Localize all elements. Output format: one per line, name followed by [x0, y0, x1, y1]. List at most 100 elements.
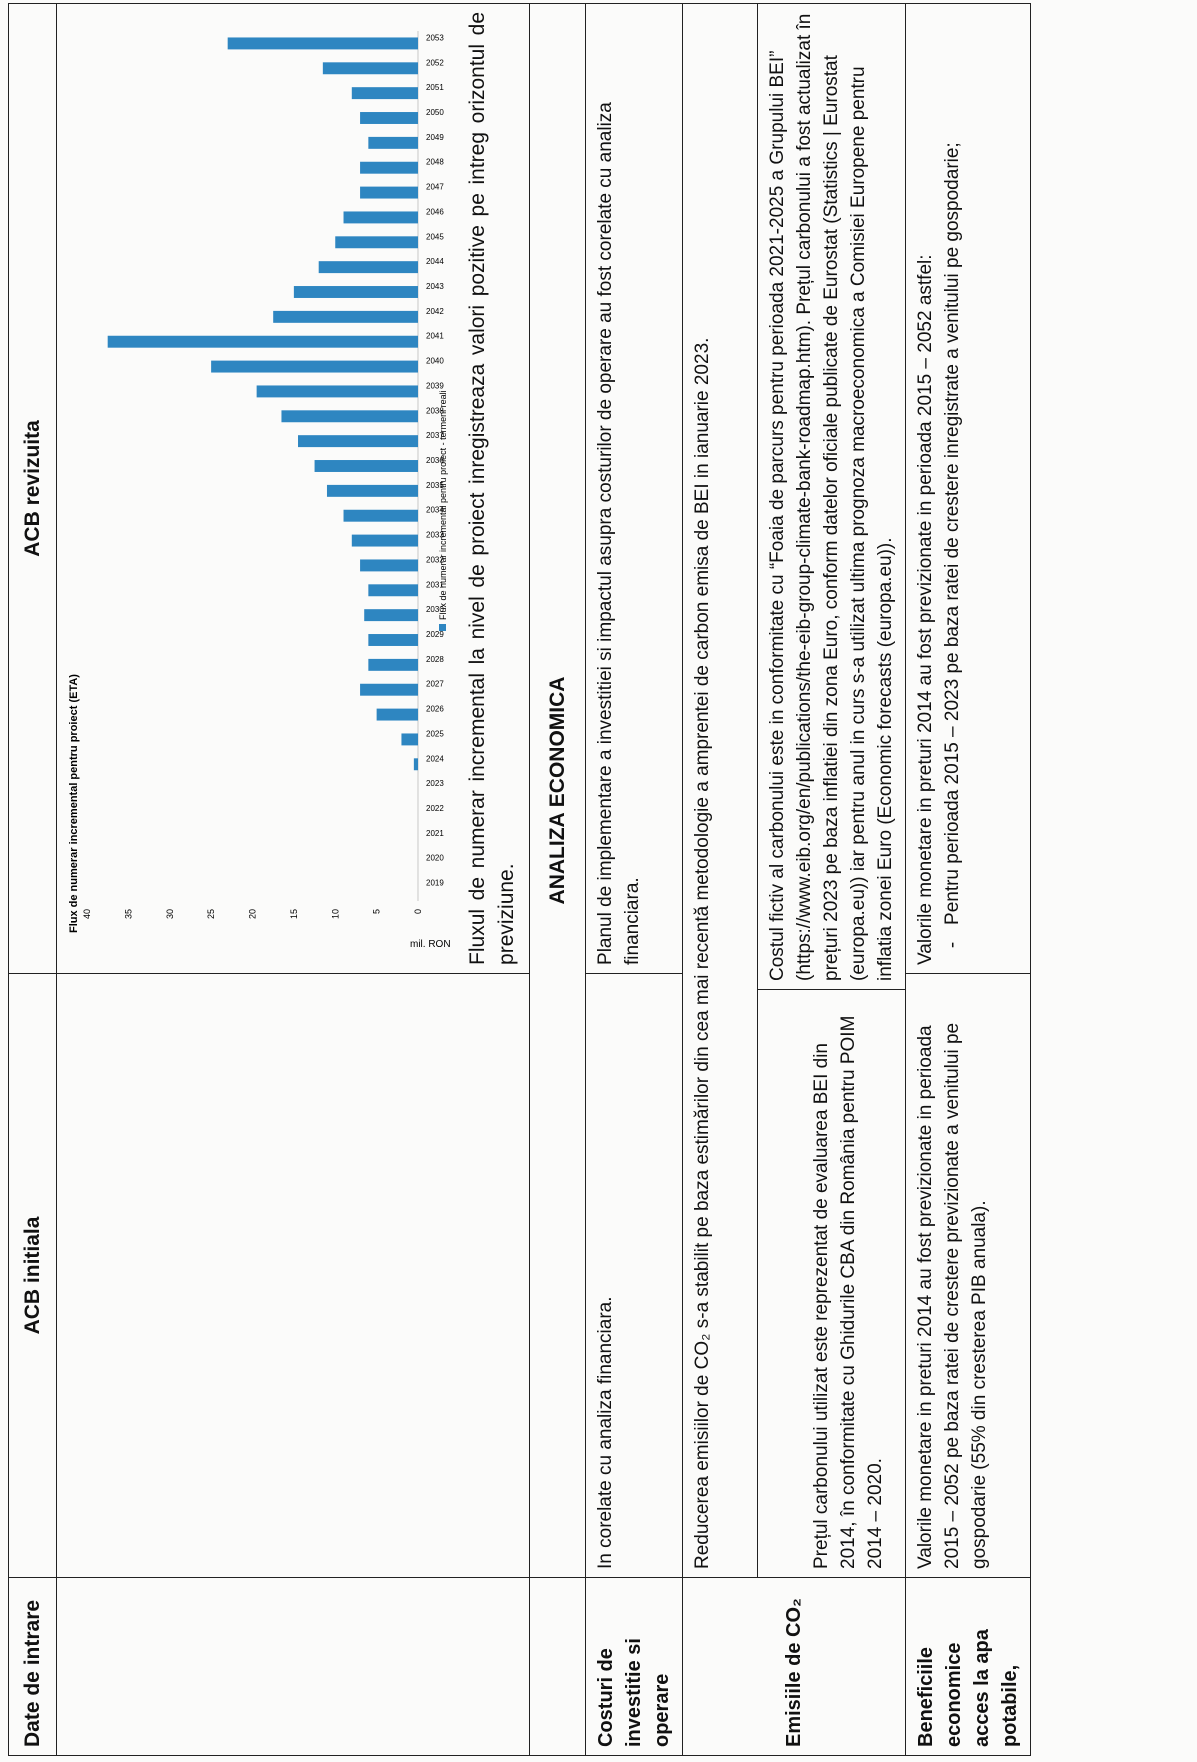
section-row: ANALIZA ECONOMICA [529, 3, 586, 1756]
beneficii-revised-intro: Valorile monetare in preturi 2014 au fos… [915, 254, 936, 965]
cashflow-revised-cell: Flux de numerar incremental pentru proie… [56, 3, 530, 974]
chart-bar-2048 [360, 161, 419, 174]
chart-title: Flux de numerar incremental pentru proie… [68, 674, 80, 933]
x-tick-label: 2050 [426, 108, 444, 117]
chart-bar-2046 [343, 211, 418, 224]
x-tick-label: 2039 [426, 381, 444, 390]
x-tick-label: 2029 [426, 630, 444, 639]
emisii-initial: Prețul carbonului utilizat este reprezen… [758, 989, 905, 1577]
x-tick-label: 2021 [426, 829, 444, 838]
x-tick-label: 2040 [426, 357, 444, 366]
cashflow-row: Flux de numerar incremental pentru proie… [56, 3, 530, 1756]
x-tick-label: 2045 [426, 232, 444, 241]
x-tick-label: 2023 [426, 779, 444, 788]
emisii-content-cell: Reducerea emisiilor de CO₂ s-a stabilit … [682, 3, 906, 1578]
emisii-label: Emisiile de CO₂ [682, 1577, 906, 1756]
chart-bar-2024 [413, 758, 418, 771]
y-tick-label: 5 [372, 909, 382, 914]
y-tick-label: 10 [330, 909, 340, 919]
header-row: Date de intrare ACB initiala ACB revizui… [8, 3, 57, 1756]
x-tick-label: 2049 [426, 133, 444, 142]
chart-bar-2027 [360, 683, 419, 696]
header-acb-revizuita: ACB revizuita [8, 3, 57, 974]
chart-bar-2038 [281, 410, 418, 423]
chart-bar-2047 [360, 186, 419, 199]
costuri-label: Costuri de investitie si operare [585, 1577, 683, 1756]
chart-legend-swatch [439, 623, 446, 631]
x-tick-label: 2035 [426, 481, 444, 490]
x-tick-label: 2041 [426, 332, 444, 341]
chart-bar-2045 [335, 236, 418, 249]
x-tick-label: 2036 [426, 456, 444, 465]
chart-bar-2049 [368, 136, 419, 149]
chart-bar-2042 [273, 310, 418, 323]
x-tick-label: 2024 [426, 754, 444, 763]
chart-bar-2050 [360, 112, 419, 124]
x-tick-label: 2028 [426, 655, 444, 664]
chart-bar-2031 [368, 584, 419, 597]
chart-bar-2053 [227, 37, 418, 50]
x-tick-label: 2042 [426, 307, 444, 316]
costuri-initial: In corelate cu analiza financiara. [585, 973, 683, 1578]
emisii-revised: Costul fictiv al carbonului este in conf… [767, 13, 896, 981]
chart-bar-2037 [298, 435, 418, 448]
y-tick-label: 15 [289, 909, 299, 919]
section-title: ANALIZA ECONOMICA [529, 3, 586, 1578]
cashflow-label-cell [56, 1577, 530, 1756]
emisii-split: Prețul carbonului utilizat este reprezen… [758, 4, 905, 1577]
chart-bar-2033 [351, 534, 418, 547]
chart-bar-2035 [326, 484, 419, 497]
x-tick-label: 2027 [426, 680, 444, 689]
cashflow-bar-chart: Flux de numerar incremental pentru proie… [68, 30, 451, 950]
y-tick-label: 40 [82, 909, 92, 919]
bullet-dash: - [942, 941, 963, 949]
y-tick-label: 35 [123, 909, 133, 919]
x-tick-label: 2043 [426, 282, 444, 291]
chart-bar-2039 [256, 385, 418, 398]
chart-bar-2036 [314, 460, 418, 472]
beneficii-revised: Valorile monetare in preturi 2014 au fos… [905, 3, 1031, 974]
x-tick-label: 2051 [426, 83, 444, 92]
cashflow-chart: Flux de numerar incremental pentru proie… [59, 12, 461, 965]
emisii-row: Emisiile de CO₂ Reducerea emisiilor de C… [682, 3, 906, 1756]
x-tick-label: 2022 [426, 804, 444, 813]
emisii-merged-text: Reducerea emisiilor de CO₂ s-a stabilit … [683, 3, 758, 1577]
beneficii-label: Beneficiile economice acces la apa potab… [905, 1577, 1031, 1756]
x-tick-label: 2034 [426, 506, 444, 515]
header-date-intrare: Date de intrare [8, 1577, 57, 1756]
chart-bar-2040 [211, 360, 418, 373]
x-tick-label: 2038 [426, 406, 444, 415]
chart-bar-2043 [293, 286, 418, 298]
header-acb-initiala: ACB initiala [8, 973, 57, 1578]
beneficii-row: Beneficiile economice acces la apa potab… [905, 3, 1031, 1756]
chart-legend-text: Flux de numerar incremental pentru proie… [438, 390, 448, 620]
x-tick-label: 2026 [426, 705, 444, 714]
x-tick-label: 2020 [426, 854, 444, 863]
x-tick-label: 2053 [426, 33, 444, 42]
cashflow-initial-cell [56, 973, 530, 1578]
x-tick-label: 2025 [426, 729, 444, 738]
y-tick-label: 30 [165, 909, 175, 919]
x-tick-label: 2048 [426, 158, 444, 167]
x-tick-label: 2052 [426, 58, 444, 67]
x-tick-label: 2044 [426, 257, 444, 266]
beneficii-bullet-text: Pentru perioada 2015 – 2023 pe baza rate… [942, 142, 963, 925]
y-tick-label: 0 [413, 909, 423, 914]
chart-bar-2025 [401, 733, 419, 746]
costuri-revised: Planul de implementare a investitiei si … [585, 3, 683, 974]
chart-ylabel: mil. RON [410, 939, 451, 950]
section-empty-cell [529, 1577, 586, 1756]
chart-bar-2028 [368, 658, 419, 671]
chart-bar-2034 [343, 509, 418, 522]
y-tick-label: 25 [206, 909, 216, 919]
chart-bar-2026 [376, 708, 418, 721]
chart-bar-2032 [360, 559, 419, 572]
x-tick-label: 2047 [426, 183, 444, 192]
x-tick-label: 2032 [426, 555, 444, 564]
chart-bar-2052 [322, 62, 418, 75]
x-tick-label: 2046 [426, 207, 444, 216]
costuri-row: Costuri de investitie si operare In core… [585, 3, 683, 1756]
beneficii-bullet: - Pentru perioada 2015 – 2023 pe baza ra… [939, 12, 966, 965]
